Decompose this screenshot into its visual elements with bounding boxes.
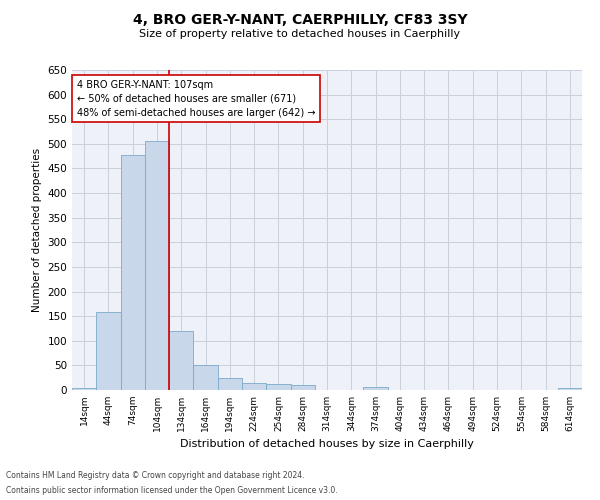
Bar xyxy=(266,384,290,390)
Text: Size of property relative to detached houses in Caerphilly: Size of property relative to detached ho… xyxy=(139,29,461,39)
Bar xyxy=(169,331,193,390)
Text: 4, BRO GER-Y-NANT, CAERPHILLY, CF83 3SY: 4, BRO GER-Y-NANT, CAERPHILLY, CF83 3SY xyxy=(133,12,467,26)
Bar xyxy=(290,385,315,390)
Bar xyxy=(121,154,145,390)
Bar xyxy=(72,388,96,390)
Bar xyxy=(242,383,266,390)
Bar xyxy=(145,142,169,390)
Y-axis label: Number of detached properties: Number of detached properties xyxy=(32,148,42,312)
Bar xyxy=(218,378,242,390)
Text: Contains public sector information licensed under the Open Government Licence v3: Contains public sector information licen… xyxy=(6,486,338,495)
Bar xyxy=(193,366,218,390)
Text: 4 BRO GER-Y-NANT: 107sqm
← 50% of detached houses are smaller (671)
48% of semi-: 4 BRO GER-Y-NANT: 107sqm ← 50% of detach… xyxy=(77,80,316,118)
Bar xyxy=(364,386,388,390)
Bar xyxy=(558,388,582,390)
Bar xyxy=(96,312,121,390)
Text: Contains HM Land Registry data © Crown copyright and database right 2024.: Contains HM Land Registry data © Crown c… xyxy=(6,471,305,480)
X-axis label: Distribution of detached houses by size in Caerphilly: Distribution of detached houses by size … xyxy=(180,440,474,450)
